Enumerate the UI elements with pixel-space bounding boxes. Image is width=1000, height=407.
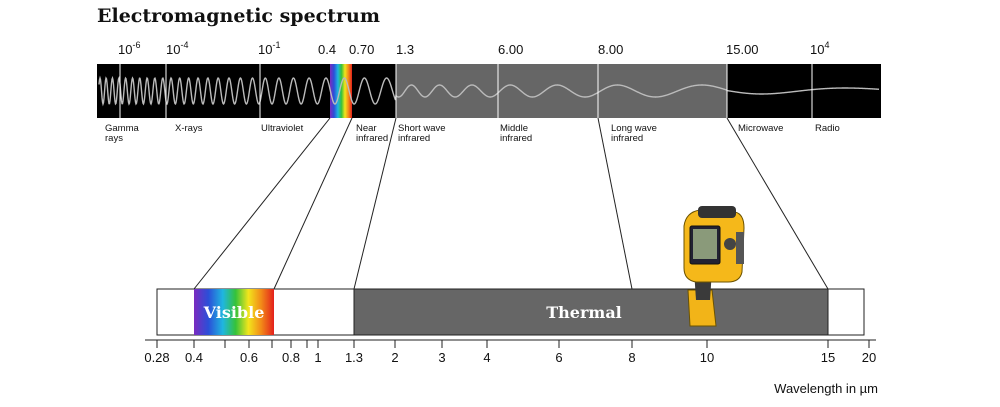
scale-label: 1.3 [396, 42, 414, 57]
scale-label: 104 [810, 40, 829, 57]
scale-base: 10 [118, 42, 132, 57]
axis-tick-label: 8 [628, 350, 635, 365]
visible-region [194, 289, 274, 335]
scale-exponent: -6 [132, 40, 140, 50]
thermal-camera [683, 206, 745, 327]
axis-tick-label: 0.28 [144, 350, 169, 365]
scale-label: 6.00 [498, 42, 523, 57]
axis-tick-label: 10 [700, 350, 714, 365]
axis-tick-label: 2 [391, 350, 398, 365]
band-label: Short wave [398, 123, 446, 134]
scale-label: 0.70 [349, 42, 374, 57]
scale-label: 0.4 [318, 42, 336, 57]
band-label: rays [105, 133, 123, 144]
title: Electromagnetic spectrum [97, 5, 380, 27]
scale-exponent: -4 [180, 40, 188, 50]
scale-label: 10-4 [166, 40, 188, 57]
band-label: infrared [611, 133, 643, 144]
scale-label: 10-6 [118, 40, 140, 57]
thermal-label: Thermal [546, 303, 622, 322]
scale-base: 10 [166, 42, 180, 57]
band-label: Microwave [738, 123, 783, 134]
band-label: Radio [815, 123, 840, 134]
axis-tick-label: 20 [862, 350, 876, 365]
axis-tick-label: 4 [483, 350, 490, 365]
band-label: X-rays [175, 123, 203, 134]
wave [98, 75, 880, 107]
scale-exponent: 4 [824, 40, 829, 50]
axis-tick-label: 0.8 [282, 350, 300, 365]
scale-label: 15.00 [726, 42, 759, 57]
connectors [193, 117, 829, 290]
axis-tick-label: 0.4 [185, 350, 203, 365]
axis-label: Wavelength in µm [774, 381, 878, 396]
band-label: infrared [356, 133, 388, 144]
band-label: infrared [500, 133, 532, 144]
axis-tick-label: 6 [555, 350, 562, 365]
band-label: Gamma [105, 123, 140, 134]
axis-tick-label: 3 [438, 350, 445, 365]
scale-base: 10 [258, 42, 272, 57]
band-label: Near [356, 123, 377, 134]
visible-label: Visible [203, 303, 265, 322]
scale-label: 8.00 [598, 42, 623, 57]
scale-label: 10-1 [258, 40, 280, 57]
scale-exponent: -1 [272, 40, 280, 50]
axis-tick-label: 0.6 [240, 350, 258, 365]
band-label: infrared [398, 133, 430, 144]
scale-base: 10 [810, 42, 824, 57]
thermal-region [353, 288, 829, 336]
axis-tick-label: 1 [314, 350, 321, 365]
band-label: Long wave [611, 123, 657, 134]
band-label: Ultraviolet [261, 123, 304, 134]
axis-tick-label: 1.3 [345, 350, 363, 365]
axis-tick-label: 15 [821, 350, 835, 365]
infrared-region [396, 64, 727, 118]
band-label: Middle [500, 123, 528, 134]
